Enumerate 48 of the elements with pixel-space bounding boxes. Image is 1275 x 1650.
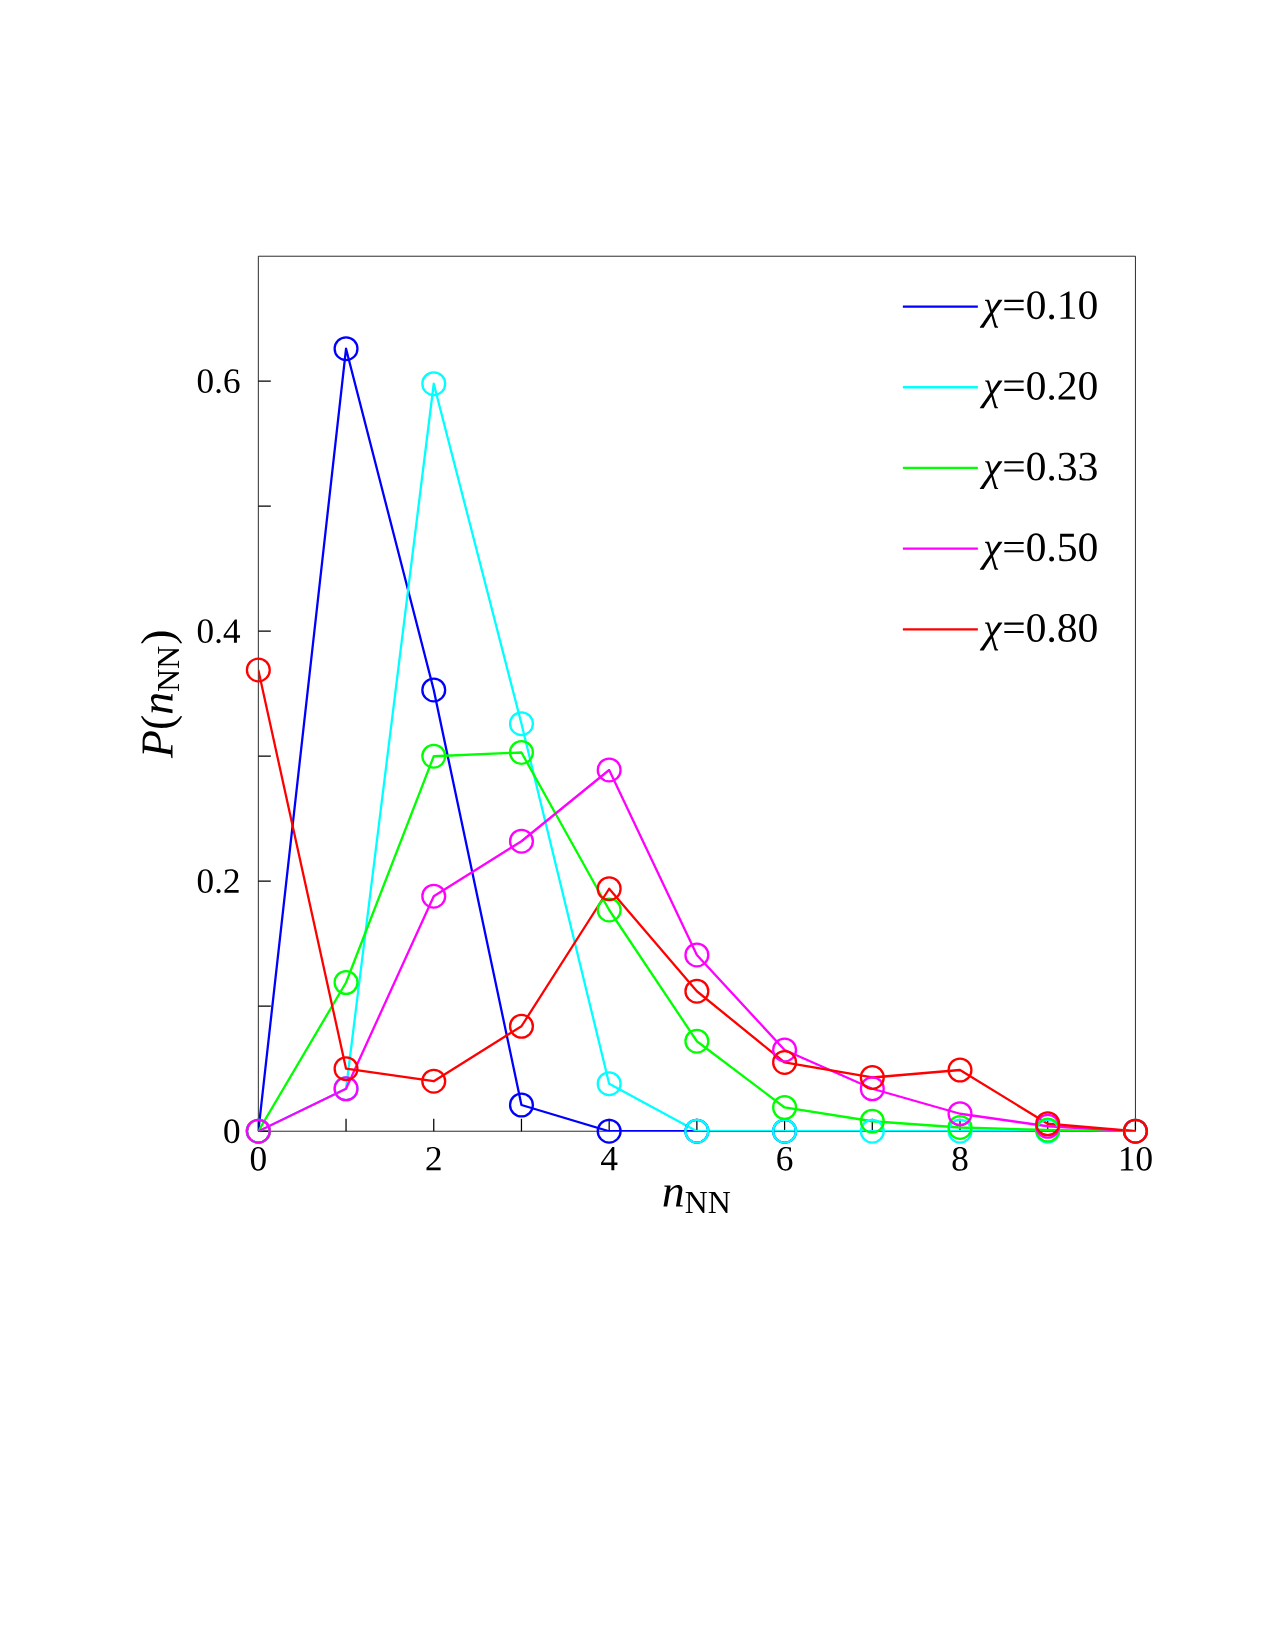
point (421, 677, 447, 703)
point (684, 978, 710, 1004)
x-tick-label: 6 (777, 1146, 793, 1171)
point (421, 743, 447, 769)
point (947, 1101, 973, 1127)
y-tick-label: 0.6 (197, 369, 240, 394)
point (333, 969, 359, 996)
legend-label: χ=0.80 (979, 613, 1097, 651)
point (333, 336, 359, 362)
y-tick-label: 0 (224, 1119, 240, 1144)
legend-label: χ=0.10 (979, 291, 1097, 328)
point (421, 1068, 447, 1094)
point (772, 1049, 798, 1076)
legend-label: χ=0.50 (979, 533, 1097, 570)
y-tick-label: 0.2 (197, 869, 239, 894)
point (245, 657, 271, 683)
x-tick-label: 2 (426, 1146, 441, 1171)
x-tick-label: 0 (250, 1146, 266, 1171)
point (421, 371, 447, 397)
point (772, 1037, 798, 1063)
point (333, 1056, 359, 1082)
x-tick-label: 10 (1120, 1146, 1152, 1171)
x-axis-title: n$_{NN}$ (663, 1184, 731, 1213)
point (508, 1013, 535, 1039)
point (508, 711, 535, 737)
point (596, 876, 622, 902)
y-tick-label: 0.4 (197, 619, 241, 644)
y-axis-title: P(n$_{NN}$) (140, 631, 183, 759)
point (859, 1118, 885, 1144)
point (596, 897, 622, 923)
point (508, 739, 535, 766)
point (684, 942, 710, 968)
point (596, 1118, 622, 1144)
point (859, 1064, 885, 1091)
point (508, 1092, 535, 1118)
point (859, 1108, 885, 1134)
point (596, 757, 622, 783)
point (421, 883, 447, 909)
legend-label: χ=0.20 (979, 371, 1097, 409)
x-tick-label: 4 (601, 1146, 618, 1171)
x-tick-label: 8 (952, 1146, 968, 1171)
point (859, 1076, 885, 1102)
point (596, 1071, 622, 1097)
point (947, 1057, 973, 1083)
point (508, 828, 535, 854)
point (684, 1028, 710, 1054)
point (772, 1094, 798, 1121)
legend-label: χ=0.33 (979, 452, 1097, 490)
